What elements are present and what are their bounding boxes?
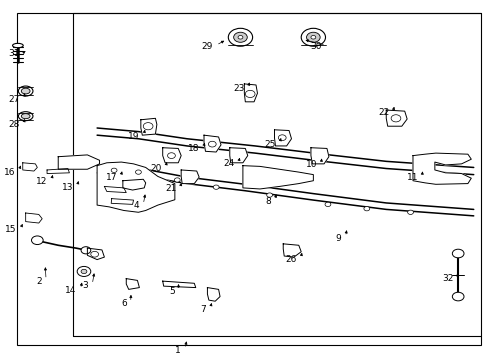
Circle shape: [81, 269, 87, 274]
Circle shape: [407, 210, 413, 215]
Text: 16: 16: [3, 168, 15, 177]
Polygon shape: [310, 148, 328, 164]
Polygon shape: [207, 288, 220, 301]
Circle shape: [363, 207, 369, 211]
Polygon shape: [104, 186, 126, 193]
Circle shape: [31, 236, 43, 244]
Circle shape: [390, 115, 400, 122]
Polygon shape: [229, 148, 247, 163]
Text: 5: 5: [169, 287, 175, 296]
Text: 8: 8: [265, 197, 270, 206]
Circle shape: [325, 202, 330, 207]
Polygon shape: [122, 179, 145, 190]
Polygon shape: [181, 170, 199, 184]
Text: 26: 26: [285, 255, 296, 264]
Text: 22: 22: [377, 108, 388, 117]
Text: 6: 6: [121, 299, 126, 308]
Text: 24: 24: [223, 159, 234, 168]
Text: 10: 10: [305, 161, 317, 170]
Polygon shape: [23, 163, 37, 171]
Polygon shape: [111, 199, 133, 204]
Polygon shape: [412, 153, 470, 184]
Circle shape: [143, 123, 153, 130]
Text: 25: 25: [264, 140, 275, 149]
Polygon shape: [163, 148, 181, 163]
Text: 19: 19: [128, 132, 140, 141]
Circle shape: [233, 32, 247, 42]
Polygon shape: [386, 110, 407, 126]
Ellipse shape: [19, 112, 33, 121]
Polygon shape: [163, 281, 195, 288]
Text: 30: 30: [310, 42, 322, 51]
Circle shape: [228, 28, 252, 46]
Text: 2: 2: [37, 276, 42, 285]
Text: 21: 21: [164, 184, 176, 193]
Circle shape: [91, 251, 99, 257]
Polygon shape: [87, 248, 104, 260]
Polygon shape: [97, 162, 175, 212]
Polygon shape: [25, 213, 42, 223]
Circle shape: [77, 266, 91, 276]
Ellipse shape: [21, 88, 30, 94]
Circle shape: [306, 32, 320, 42]
Circle shape: [245, 90, 255, 98]
Text: 32: 32: [441, 274, 452, 283]
Circle shape: [301, 28, 325, 46]
Text: 15: 15: [5, 225, 17, 234]
Text: 23: 23: [232, 84, 244, 93]
Text: 14: 14: [65, 286, 77, 295]
Text: 13: 13: [61, 183, 73, 192]
Polygon shape: [203, 135, 221, 152]
Ellipse shape: [13, 43, 23, 48]
Ellipse shape: [21, 114, 30, 119]
Text: 9: 9: [335, 234, 341, 243]
Circle shape: [167, 153, 175, 158]
Polygon shape: [141, 118, 157, 135]
Circle shape: [81, 247, 91, 254]
Text: 31: 31: [8, 49, 20, 58]
Circle shape: [310, 36, 315, 39]
Circle shape: [451, 249, 463, 258]
Polygon shape: [58, 155, 100, 169]
Polygon shape: [47, 168, 69, 174]
Text: 17: 17: [105, 173, 117, 182]
Text: 3: 3: [82, 281, 88, 290]
Circle shape: [451, 292, 463, 301]
Circle shape: [213, 185, 219, 189]
Text: 29: 29: [201, 42, 212, 51]
Polygon shape: [244, 84, 257, 102]
Text: 20: 20: [150, 164, 162, 173]
Text: 18: 18: [188, 144, 199, 153]
Text: 27: 27: [8, 95, 20, 104]
Polygon shape: [126, 279, 139, 289]
Circle shape: [111, 168, 117, 172]
Circle shape: [135, 170, 141, 174]
Circle shape: [266, 193, 272, 197]
Polygon shape: [274, 130, 291, 146]
Text: 7: 7: [200, 305, 206, 314]
Circle shape: [174, 178, 180, 182]
Circle shape: [278, 135, 285, 140]
Text: 28: 28: [8, 120, 20, 129]
Ellipse shape: [19, 86, 33, 96]
Circle shape: [208, 141, 216, 147]
Text: 12: 12: [36, 177, 47, 186]
Text: 4: 4: [134, 201, 139, 210]
Circle shape: [238, 36, 243, 39]
Text: 11: 11: [406, 173, 417, 182]
Polygon shape: [243, 166, 313, 189]
Text: 1: 1: [175, 346, 181, 355]
Polygon shape: [283, 244, 301, 257]
